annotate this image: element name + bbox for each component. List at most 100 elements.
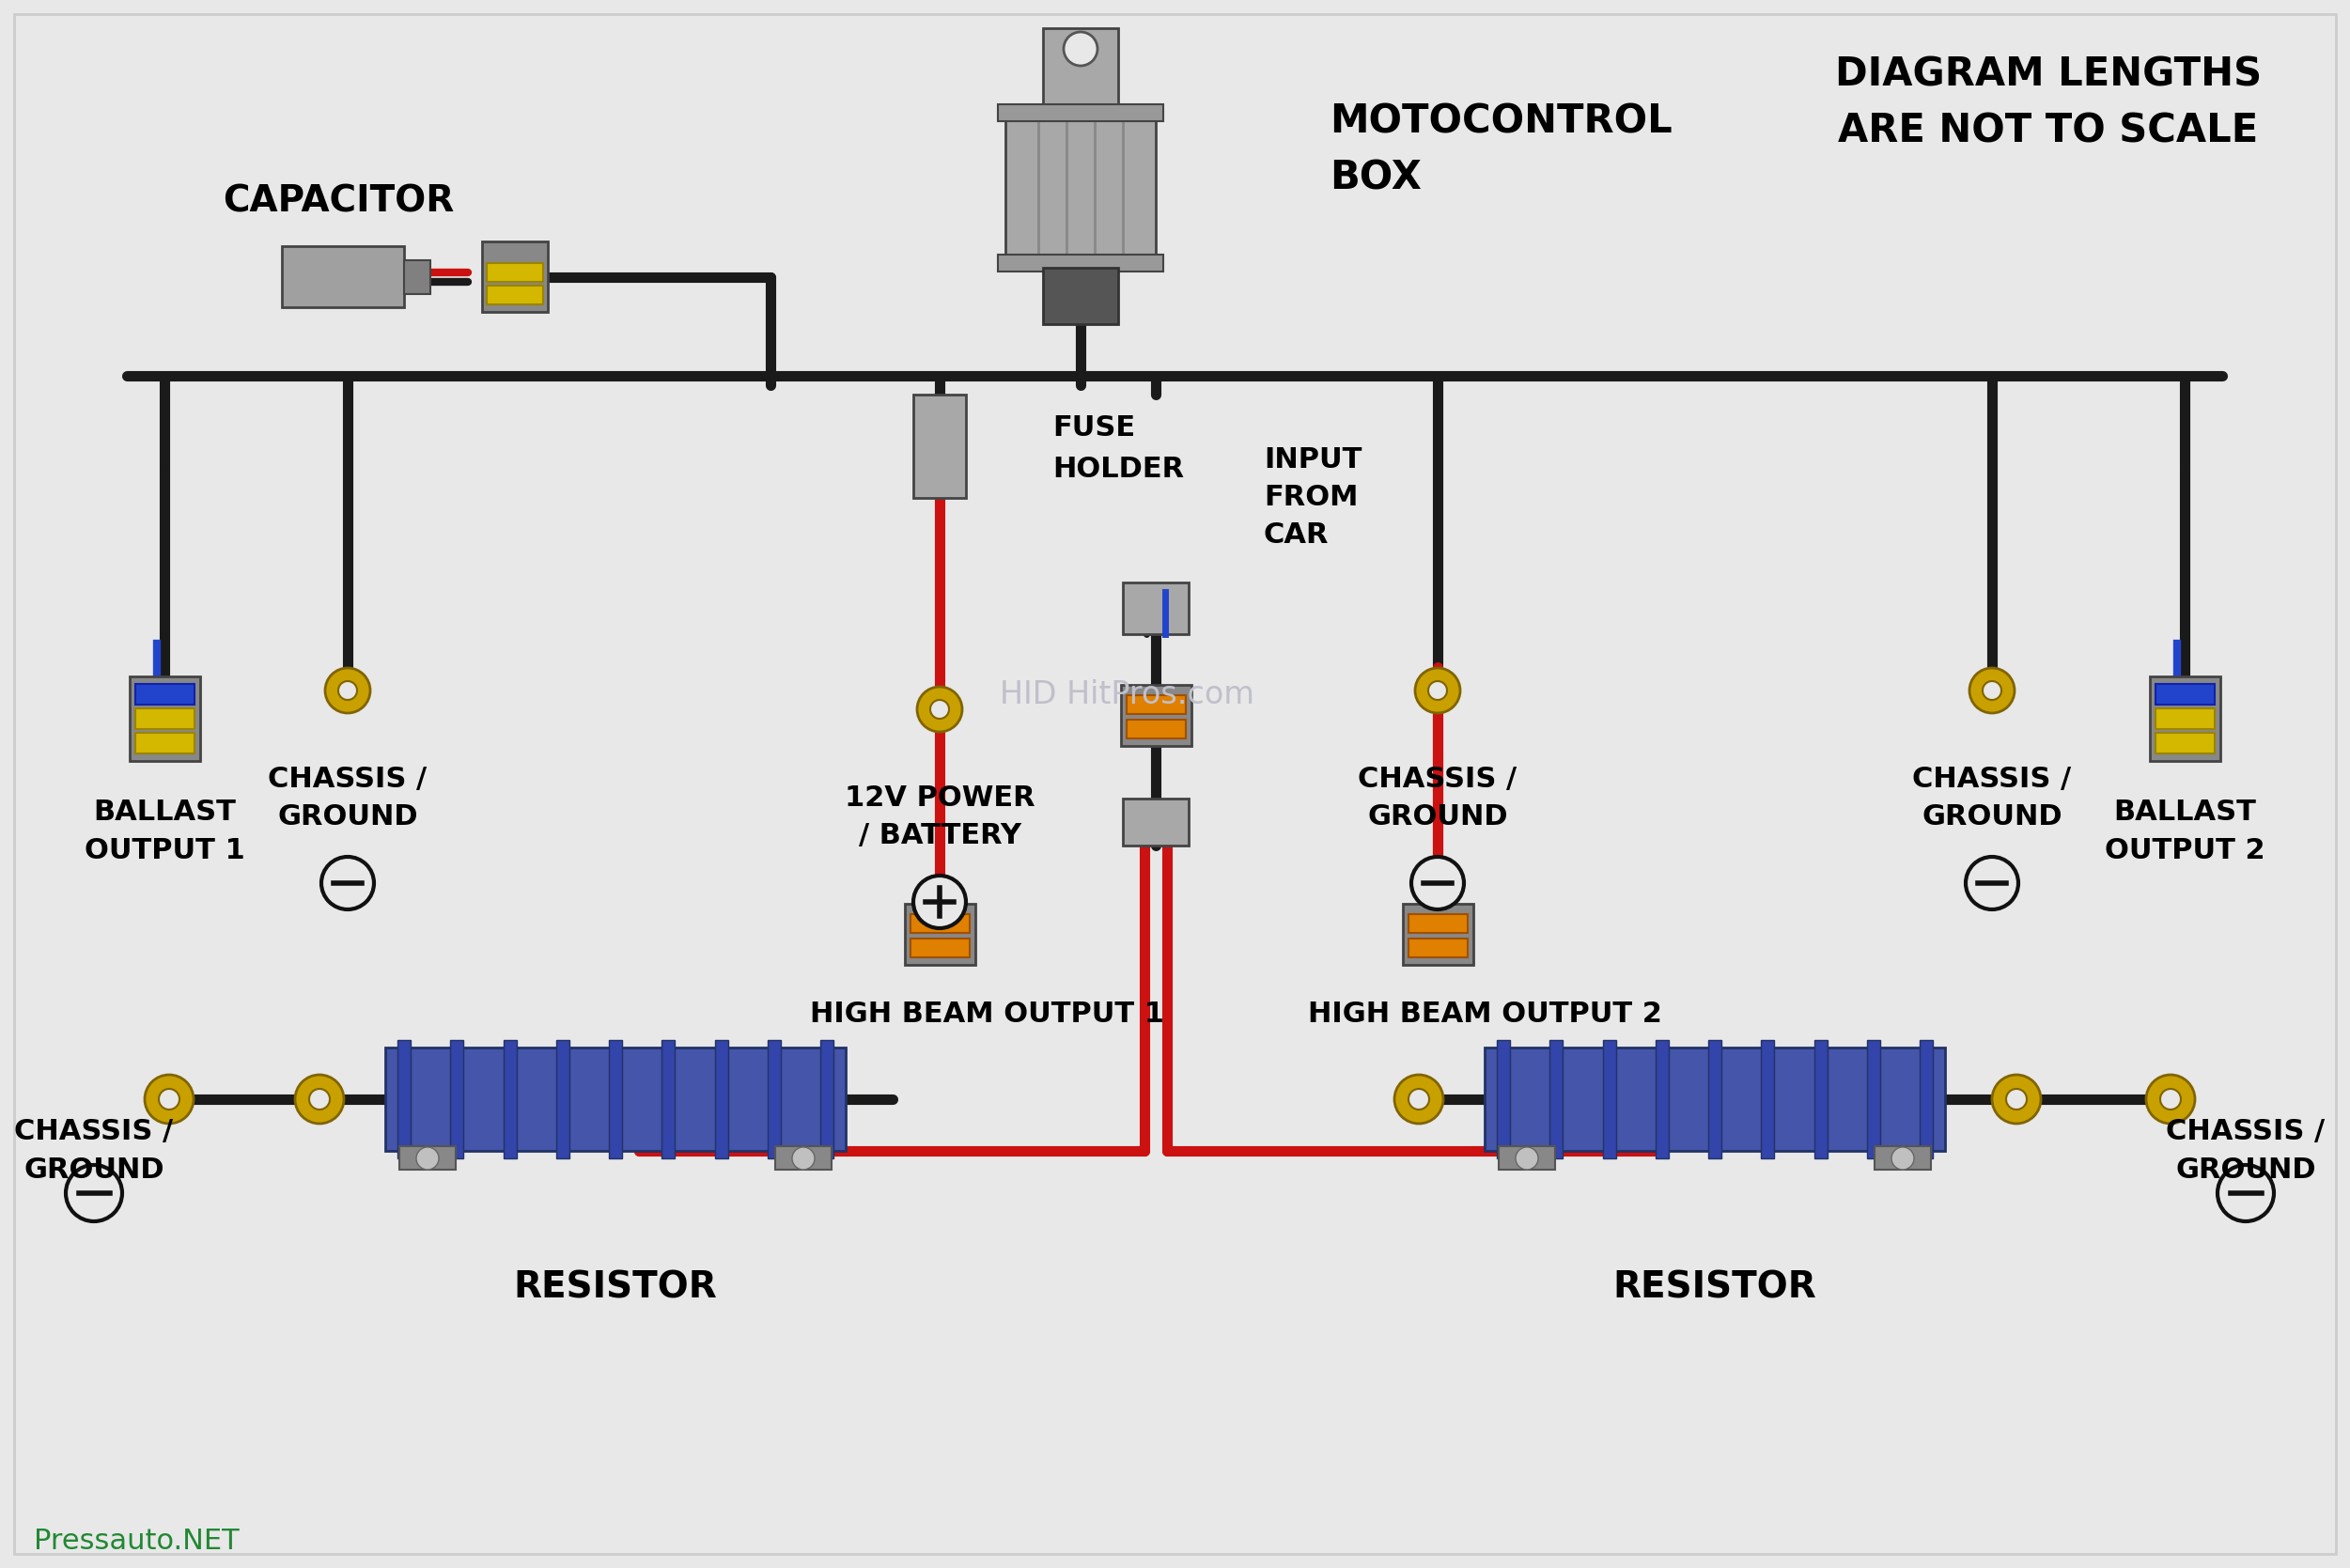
Bar (129, 676, 200, 760)
Text: GROUND: GROUND (2176, 1156, 2317, 1184)
Circle shape (2146, 1074, 2195, 1124)
Circle shape (1415, 668, 1459, 713)
Bar (1549, 1040, 1563, 1159)
Circle shape (296, 1074, 343, 1124)
Text: OUTPUT 1: OUTPUT 1 (85, 837, 244, 864)
Bar (1126, 720, 1187, 739)
Circle shape (1429, 681, 1448, 699)
Text: CHASSIS /: CHASSIS / (14, 1118, 174, 1146)
Bar (1485, 1047, 1946, 1151)
Bar (557, 1040, 569, 1159)
Bar (663, 1040, 674, 1159)
Bar (503, 1040, 517, 1159)
Text: BOX: BOX (1330, 158, 1422, 198)
Bar (1920, 1040, 1932, 1159)
Bar (714, 1040, 728, 1159)
Text: / BATTERY: / BATTERY (858, 823, 1020, 850)
Text: CAPACITOR: CAPACITOR (223, 183, 454, 220)
Circle shape (416, 1148, 439, 1170)
Text: OUTPUT 2: OUTPUT 2 (2106, 837, 2265, 864)
Circle shape (1394, 1074, 1443, 1124)
Bar (482, 241, 548, 312)
Text: GROUND: GROUND (277, 804, 418, 831)
Bar (1126, 695, 1187, 713)
Bar (909, 939, 971, 958)
Bar (451, 1040, 463, 1159)
Bar (486, 263, 543, 282)
Circle shape (931, 699, 949, 718)
Bar (1814, 1040, 1826, 1159)
Bar (909, 914, 971, 933)
Text: MOTOCONTROL: MOTOCONTROL (1330, 102, 1673, 141)
Bar (999, 254, 1163, 271)
Bar (1654, 1040, 1668, 1159)
Bar (1121, 685, 1191, 746)
Text: ARE NOT TO SCALE: ARE NOT TO SCALE (1838, 111, 2258, 151)
Bar (768, 1040, 780, 1159)
Bar (1006, 108, 1156, 268)
Circle shape (146, 1074, 193, 1124)
Circle shape (2007, 1088, 2026, 1110)
Text: RESISTOR: RESISTOR (515, 1269, 717, 1305)
Circle shape (2218, 1165, 2275, 1221)
Bar (1408, 939, 1469, 958)
Bar (1875, 1146, 1932, 1170)
Bar (999, 105, 1163, 121)
Text: CHASSIS /: CHASSIS / (268, 767, 428, 793)
Circle shape (1065, 31, 1097, 66)
Circle shape (1969, 668, 2014, 713)
Bar (136, 709, 195, 729)
Text: INPUT: INPUT (1264, 447, 1363, 474)
Text: HID HitPros.com: HID HitPros.com (1001, 679, 1255, 710)
Bar (136, 684, 195, 704)
Bar (1403, 903, 1473, 964)
Bar (136, 732, 195, 754)
Bar (914, 395, 966, 499)
Circle shape (916, 687, 961, 732)
Text: HIGH BEAM OUTPUT 1: HIGH BEAM OUTPUT 1 (808, 1000, 1163, 1029)
Circle shape (338, 681, 357, 699)
Circle shape (1408, 1088, 1429, 1110)
Bar (397, 1040, 411, 1159)
Circle shape (324, 668, 371, 713)
Text: DIAGRAM LENGTHS: DIAGRAM LENGTHS (1835, 55, 2261, 96)
Circle shape (1892, 1148, 1913, 1170)
Text: GROUND: GROUND (1922, 804, 2063, 831)
Text: HIGH BEAM OUTPUT 2: HIGH BEAM OUTPUT 2 (1307, 1000, 1661, 1029)
Text: HOLDER: HOLDER (1053, 456, 1184, 483)
Bar (400, 1146, 456, 1170)
Circle shape (1965, 856, 2019, 909)
Text: GROUND: GROUND (1368, 804, 1509, 831)
Bar (820, 1040, 834, 1159)
Bar (1866, 1040, 1880, 1159)
Bar (1123, 798, 1189, 845)
Bar (282, 246, 404, 307)
Text: RESISTOR: RESISTOR (1612, 1269, 1817, 1305)
Bar (1499, 1146, 1556, 1170)
Circle shape (2160, 1088, 2181, 1110)
Text: FROM: FROM (1264, 485, 1358, 511)
Bar (385, 1047, 846, 1151)
Bar (609, 1040, 623, 1159)
Text: CAR: CAR (1264, 522, 1330, 549)
Bar (1043, 268, 1119, 325)
Bar (1123, 582, 1189, 633)
Circle shape (322, 856, 374, 909)
Bar (905, 903, 975, 964)
Text: GROUND: GROUND (24, 1156, 164, 1184)
Text: CHASSIS /: CHASSIS / (1913, 767, 2070, 793)
Text: FUSE: FUSE (1053, 414, 1135, 441)
Bar (776, 1146, 832, 1170)
Bar (1043, 28, 1119, 113)
Circle shape (66, 1165, 122, 1221)
Bar (2155, 709, 2214, 729)
Text: 12V POWER: 12V POWER (844, 786, 1034, 812)
Bar (2155, 684, 2214, 704)
Circle shape (1516, 1148, 1539, 1170)
Circle shape (914, 875, 966, 928)
Text: Pressauto.NET: Pressauto.NET (33, 1527, 240, 1554)
Text: CHASSIS /: CHASSIS / (1358, 767, 1518, 793)
Circle shape (1983, 681, 2002, 699)
Bar (2155, 732, 2214, 754)
Circle shape (1412, 856, 1464, 909)
